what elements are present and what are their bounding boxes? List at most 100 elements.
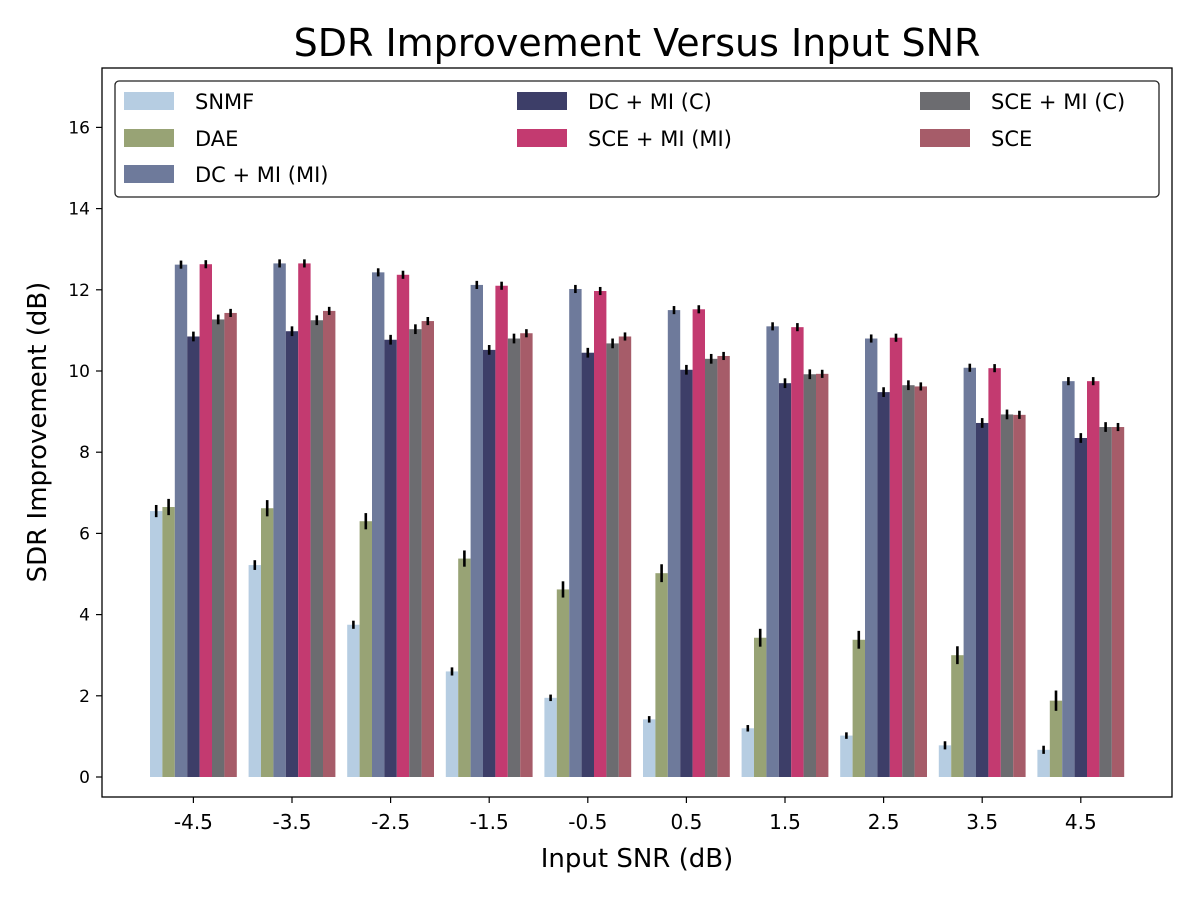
bar-dc-mi-mi-0.5 [667, 310, 681, 777]
x-tick-label: -3.5 [272, 810, 311, 834]
bar-dc-mi-c-3.5 [976, 422, 989, 777]
chart-title: SDR Improvement Versus Input SNR [294, 21, 981, 65]
bar-snmf--1.5 [445, 671, 459, 777]
bar-dc-mi-c-0.5 [680, 369, 693, 777]
bar-snmf--0.5 [544, 697, 557, 777]
x-axis-label: Input SNR (dB) [541, 844, 734, 874]
bar-sce-mi-c-4.5 [1099, 427, 1112, 777]
legend: SNMF DAE DC + MI (MI) DC + MI (C) SCE + MI (… [114, 80, 1160, 198]
bar-dc-mi-mi--1.5 [470, 284, 483, 777]
bar-sce-mi-c--3.5 [310, 320, 323, 777]
legend-label-dae: DAE [195, 127, 238, 151]
bar-dc-mi-c-1.5 [778, 383, 792, 777]
legend-label-snmf: SNMF [195, 90, 254, 114]
bar-sce-2.5 [914, 386, 927, 777]
bar-snmf--2.5 [347, 624, 360, 777]
bar-dae-3.5 [951, 655, 964, 777]
bar-sce-3.5 [1013, 414, 1026, 777]
bar-snmf--3.5 [248, 565, 261, 777]
bar-sce-mi-c-3.5 [1000, 414, 1014, 777]
bar-dc-mi-mi-1.5 [766, 326, 779, 777]
bar-snmf-2.5 [840, 735, 853, 777]
bar-sce-mi-mi--1.5 [495, 285, 508, 777]
bar-sce-mi-c-2.5 [902, 385, 915, 777]
legend-swatch-sce-mi-c [920, 92, 970, 110]
y-tick-label: 0 [79, 768, 90, 788]
bar-dae--3.5 [261, 508, 274, 777]
bar-dc-mi-c--1.5 [483, 349, 496, 777]
bar-dc-mi-mi--0.5 [569, 288, 582, 777]
bar-sce-mi-c--0.5 [606, 343, 619, 777]
x-tick-label: 4.5 [1065, 810, 1097, 834]
bar-snmf-4.5 [1037, 749, 1050, 777]
y-tick-label: 8 [79, 443, 90, 463]
legend-label-sce-mi-mi: SCE + MI (MI) [588, 127, 732, 151]
bar-sce-mi-mi--2.5 [396, 274, 410, 777]
y-tick-label: 12 [68, 281, 90, 301]
legend-swatch-sce [920, 129, 970, 147]
bar-dae--2.5 [359, 521, 372, 777]
error-bars-layer [154, 259, 1120, 754]
y-tick-label: 6 [79, 524, 90, 544]
bar-sce-4.5 [1111, 427, 1125, 777]
bar-dc-mi-mi--3.5 [273, 263, 286, 777]
legend-box [114, 80, 1160, 198]
bar-sce-mi-mi-2.5 [889, 337, 903, 777]
y-tick-label: 16 [68, 118, 90, 138]
bar-dc-mi-c--3.5 [285, 331, 299, 777]
bar-dc-mi-c--0.5 [581, 352, 594, 777]
bar-sce-mi-mi--0.5 [594, 291, 607, 777]
bar-dc-mi-mi--4.5 [174, 264, 188, 777]
bar-sce-mi-mi-3.5 [988, 368, 1001, 777]
bar-dae--1.5 [458, 558, 471, 777]
bar-dae-1.5 [754, 637, 767, 777]
bar-sce-mi-c--4.5 [212, 319, 225, 777]
bar-dae-0.5 [655, 573, 668, 777]
x-tick-label: -0.5 [568, 810, 607, 834]
bar-sce-mi-mi--3.5 [298, 263, 311, 777]
bar-sce--4.5 [224, 312, 237, 777]
bar-dae--0.5 [556, 589, 570, 777]
bar-snmf-1.5 [741, 728, 754, 777]
legend-label-dc-mi-mi: DC + MI (MI) [195, 163, 328, 187]
bar-sce-mi-mi-1.5 [791, 327, 804, 777]
x-tick-label: -1.5 [470, 810, 509, 834]
y-axis: 0 2 4 6 8 10 12 14 16 [68, 118, 102, 788]
x-tick-label: 0.5 [670, 810, 702, 834]
bar-sce-0.5 [717, 355, 730, 777]
legend-swatch-dc-mi-c [517, 92, 567, 110]
bar-dc-mi-c--2.5 [384, 339, 397, 777]
legend-swatch-sce-mi-mi [517, 129, 567, 147]
bar-dc-mi-mi--2.5 [372, 272, 385, 777]
bar-sce-mi-mi-0.5 [692, 309, 705, 777]
bar-sce--1.5 [520, 333, 533, 777]
bar-dc-mi-mi-3.5 [963, 367, 976, 777]
bar-dc-mi-c-4.5 [1074, 437, 1087, 777]
bar-dc-mi-c--4.5 [187, 336, 200, 777]
legend-label-sce-mi-c: SCE + MI (C) [991, 90, 1125, 114]
bar-snmf--4.5 [150, 511, 163, 777]
x-tick-label: 3.5 [966, 810, 998, 834]
legend-label-sce: SCE [991, 127, 1032, 151]
bar-snmf-3.5 [938, 745, 952, 777]
plot-frame [101, 67, 1173, 798]
bar-sce-mi-c-1.5 [803, 374, 816, 777]
bar-dc-mi-mi-4.5 [1062, 381, 1075, 777]
bar-sce--3.5 [323, 310, 336, 777]
bar-sce-mi-c-0.5 [705, 358, 718, 777]
y-tick-label: 4 [79, 606, 90, 626]
bar-dc-mi-c-2.5 [877, 392, 890, 777]
bars-layer [150, 263, 1125, 777]
legend-label-dc-mi-c: DC + MI (C) [588, 90, 712, 114]
x-tick-label: -2.5 [371, 810, 410, 834]
bar-dae-2.5 [852, 639, 865, 777]
legend-swatch-snmf [124, 92, 174, 110]
legend-swatch-dae [124, 129, 174, 147]
y-tick-label: 10 [68, 362, 90, 382]
bar-snmf-0.5 [643, 719, 656, 777]
bar-dc-mi-mi-2.5 [865, 338, 878, 777]
y-tick-label: 14 [68, 200, 90, 220]
bar-sce-mi-c--1.5 [507, 338, 521, 777]
legend-swatch-dc-mi-mi [124, 165, 174, 183]
